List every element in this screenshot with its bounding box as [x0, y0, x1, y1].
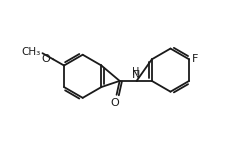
- Text: H: H: [132, 67, 140, 77]
- Text: CH₃: CH₃: [22, 47, 41, 57]
- Text: F: F: [192, 54, 198, 64]
- Text: N: N: [132, 70, 140, 80]
- Text: O: O: [110, 98, 119, 108]
- Text: O: O: [41, 54, 50, 64]
